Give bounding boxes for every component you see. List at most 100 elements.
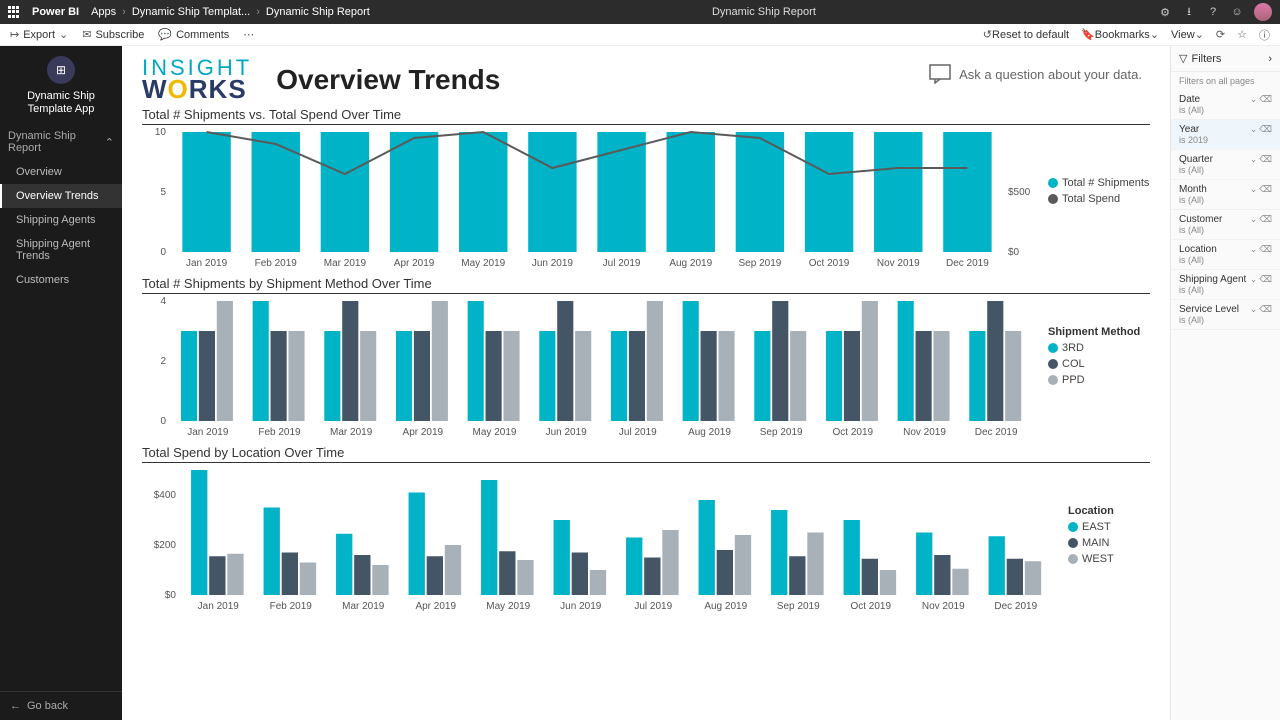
svg-text:Mar 2019: Mar 2019 — [330, 427, 373, 438]
svg-text:0: 0 — [160, 247, 166, 258]
chart1-legend: Total # ShipmentsTotal Spend — [1042, 127, 1150, 209]
svg-text:Jan 2019: Jan 2019 — [186, 258, 228, 269]
reset-label: Reset to default — [992, 29, 1069, 41]
crumb-apps[interactable]: Apps — [91, 6, 116, 18]
ask-label: Ask a question about your data. — [959, 67, 1142, 82]
svg-text:Aug 2019: Aug 2019 — [688, 427, 731, 438]
breadcrumb: Apps › Dynamic Ship Templat... › Dynamic… — [91, 6, 370, 18]
chart2-legend: Shipment Method3RDCOLPPD — [1042, 296, 1150, 390]
topbar: Power BI Apps › Dynamic Ship Templat... … — [0, 0, 1280, 24]
svg-text:Aug 2019: Aug 2019 — [704, 601, 747, 612]
crumb-report[interactable]: Dynamic Ship Report — [266, 6, 370, 18]
logo-o: O — [168, 74, 189, 104]
svg-text:Oct 2019: Oct 2019 — [833, 427, 874, 438]
comments-button[interactable]: 💬 Comments — [158, 28, 229, 41]
filter-item[interactable]: Shipping Agent⌄ ⌫is (All) — [1171, 270, 1280, 300]
svg-text:May 2019: May 2019 — [486, 601, 530, 612]
filters-title: Filters — [1191, 53, 1221, 65]
filter-item[interactable]: Month⌄ ⌫is (All) — [1171, 180, 1280, 210]
sidebar-item[interactable]: Customers — [0, 268, 122, 292]
svg-text:Apr 2019: Apr 2019 — [394, 258, 435, 269]
svg-text:$0: $0 — [1008, 247, 1020, 258]
export-label: Export — [23, 29, 55, 41]
mail-icon: ✉ — [82, 28, 91, 41]
page-title: Overview Trends — [276, 64, 500, 96]
sidebar-item[interactable]: Shipping Agents — [0, 208, 122, 232]
filter-item[interactable]: Quarter⌄ ⌫is (All) — [1171, 150, 1280, 180]
app-title: Dynamic Ship Template App — [4, 90, 118, 116]
filter-icon: ▽ — [1179, 52, 1187, 65]
filter-item[interactable]: Location⌄ ⌫is (All) — [1171, 240, 1280, 270]
filter-item[interactable]: Date⌄ ⌫is (All) — [1171, 90, 1280, 120]
more-button[interactable]: ⋯ — [243, 28, 254, 41]
filter-item[interactable]: Service Level⌄ ⌫is (All) — [1171, 300, 1280, 330]
svg-text:Dec 2019: Dec 2019 — [975, 427, 1018, 438]
feedback-icon[interactable]: ☺ — [1230, 5, 1244, 19]
svg-text:Mar 2019: Mar 2019 — [342, 601, 385, 612]
svg-text:0: 0 — [160, 416, 166, 427]
svg-text:$500: $500 — [1008, 187, 1031, 198]
export-button[interactable]: ↦ Export ⌄ — [10, 28, 68, 41]
chart2: 024Jan 2019Feb 2019Mar 2019Apr 2019May 2… — [142, 296, 1042, 441]
filters-pane: ▽ Filters › Filters on all pages Date⌄ ⌫… — [1170, 46, 1280, 720]
filter-item[interactable]: Customer⌄ ⌫is (All) — [1171, 210, 1280, 240]
chevron-down-icon: ⌄ — [59, 28, 68, 41]
chart1-title: Total # Shipments vs. Total Spend Over T… — [142, 107, 1150, 125]
more-icon: ⋯ — [243, 28, 254, 41]
svg-text:Mar 2019: Mar 2019 — [324, 258, 367, 269]
export-icon: ↦ — [10, 28, 19, 41]
help-icon[interactable]: ? — [1206, 5, 1220, 19]
section-label: Dynamic Ship Report — [8, 130, 105, 154]
report-canvas: Ask a question about your data. INSIGHT … — [122, 46, 1170, 720]
svg-text:Sep 2019: Sep 2019 — [777, 601, 820, 612]
chart3-title: Total Spend by Location Over Time — [142, 445, 1150, 463]
apps-grid-icon[interactable] — [8, 6, 20, 18]
chevron-right-icon[interactable]: › — [1268, 53, 1272, 65]
sidebar-item[interactable]: Overview — [0, 160, 122, 184]
filter-item[interactable]: Year⌄ ⌫is 2019 — [1171, 120, 1280, 150]
svg-text:Jul 2019: Jul 2019 — [619, 427, 657, 438]
app-badge: ⊞ Dynamic Ship Template App — [0, 46, 122, 124]
chevron-down-icon: ⌄ — [1150, 29, 1159, 41]
subscribe-button[interactable]: ✉Subscribe — [82, 28, 144, 41]
svg-text:Jun 2019: Jun 2019 — [546, 427, 588, 438]
bookmarks-button[interactable]: 🔖Bookmarks⌄ — [1081, 28, 1159, 41]
star-icon[interactable]: ☆ — [1237, 28, 1247, 41]
svg-text:May 2019: May 2019 — [461, 258, 505, 269]
filters-header[interactable]: ▽ Filters › — [1171, 46, 1280, 72]
svg-text:Jan 2019: Jan 2019 — [187, 427, 229, 438]
sidebar-item[interactable]: Overview Trends — [0, 184, 122, 208]
svg-text:May 2019: May 2019 — [473, 427, 517, 438]
svg-text:Sep 2019: Sep 2019 — [739, 258, 782, 269]
svg-text:Aug 2019: Aug 2019 — [669, 258, 712, 269]
svg-text:Feb 2019: Feb 2019 — [270, 601, 313, 612]
go-back-button[interactable]: ← Go back — [0, 691, 122, 720]
chevron-down-icon: ⌄ — [1195, 29, 1204, 41]
view-button[interactable]: View⌄ — [1171, 28, 1204, 41]
avatar[interactable] — [1254, 3, 1272, 21]
logo-rks: RKS — [189, 74, 247, 104]
svg-text:Apr 2019: Apr 2019 — [415, 601, 456, 612]
refresh-icon[interactable]: ⟳ — [1216, 28, 1225, 41]
comments-label: Comments — [176, 29, 229, 41]
svg-text:Jun 2019: Jun 2019 — [532, 258, 574, 269]
filters-subheader: Filters on all pages — [1171, 72, 1280, 90]
comment-icon: 💬 — [158, 28, 172, 41]
download-icon[interactable]: ⭳ — [1182, 5, 1196, 19]
svg-text:$200: $200 — [154, 540, 177, 551]
svg-text:Oct 2019: Oct 2019 — [809, 258, 850, 269]
toolbar: ↦ Export ⌄ ✉Subscribe 💬 Comments ⋯ ↺Reset t… — [0, 24, 1280, 46]
svg-text:10: 10 — [155, 127, 167, 138]
info-icon[interactable]: ⓘ — [1259, 27, 1270, 43]
reset-button[interactable]: ↺Reset to default — [983, 28, 1069, 41]
crumb-template[interactable]: Dynamic Ship Templat... — [132, 6, 250, 18]
ask-question[interactable]: Ask a question about your data. — [929, 64, 1142, 84]
chart3-legend: LocationEASTMAINWEST — [1062, 465, 1150, 569]
settings-icon[interactable]: ⚙ — [1158, 5, 1172, 19]
sidebar-section[interactable]: Dynamic Ship Report ⌃ — [0, 124, 122, 160]
svg-text:Jun 2019: Jun 2019 — [560, 601, 602, 612]
chart2-title: Total # Shipments by Shipment Method Ove… — [142, 276, 1150, 294]
svg-text:Nov 2019: Nov 2019 — [877, 258, 920, 269]
sidebar-item[interactable]: Shipping Agent Trends — [0, 232, 122, 268]
chevron-up-icon: ⌃ — [105, 136, 114, 149]
